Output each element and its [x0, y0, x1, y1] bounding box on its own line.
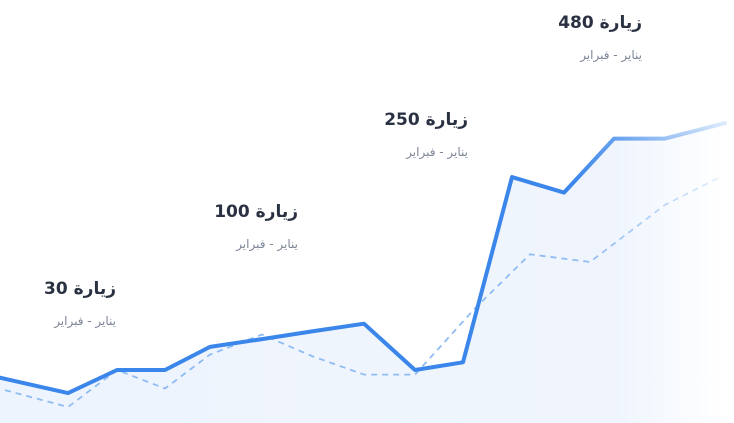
annotation-2: زيارة 100 يناير - فبراير	[190, 202, 298, 251]
annotation-4: زيارة 480 يناير - فبراير	[534, 13, 642, 62]
annotation-value: زيارة 100	[214, 202, 298, 222]
annotation-period: يناير - فبراير	[580, 48, 642, 62]
annotation-value: زيارة 250	[384, 110, 468, 130]
annotation-1: زيارة 30 يناير - فبراير	[20, 279, 116, 328]
annotation-period: يناير - فبراير	[54, 314, 116, 328]
annotation-period: يناير - فبراير	[406, 145, 468, 159]
annotation-value: زيارة 30	[44, 279, 116, 299]
annotation-value: زيارة 480	[558, 13, 642, 33]
annotation-period: يناير - فبراير	[236, 237, 298, 251]
secondary-series-line	[4, 176, 721, 408]
primary-series-line	[0, 121, 727, 396]
primary-series-area	[0, 123, 725, 423]
annotation-3: زيارة 250 يناير - فبراير	[360, 110, 468, 159]
